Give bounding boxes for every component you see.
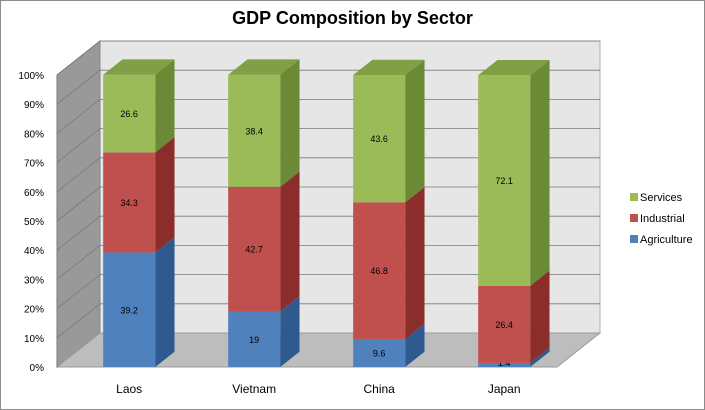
y-tick-label: 0% (30, 363, 45, 374)
bar-japan-services (478, 75, 531, 286)
data-label: 26.6 (120, 109, 138, 119)
gridline-side (56, 186, 101, 222)
bar-japan-agriculture (478, 362, 531, 367)
gridline-side (56, 245, 101, 280)
bar-japan-agriculture-side (530, 347, 550, 367)
gridline-side (56, 40, 101, 76)
gridline-side (56, 99, 101, 134)
data-label: 43.6 (370, 134, 388, 144)
legend-label-services: Services (640, 192, 683, 204)
data-label: 26.4 (495, 320, 513, 330)
bar-vietnam-industrial (228, 186, 281, 312)
x-tick-label: Vietnam (232, 382, 276, 396)
gridline-side (56, 128, 101, 163)
legend-label-industrial: Industrial (640, 213, 685, 225)
y-tick-label: 30% (24, 275, 44, 286)
bar-laos-services-top (103, 59, 175, 75)
bar-china-services-side (405, 59, 425, 203)
bar-laos-services-side (155, 59, 175, 153)
legend-swatch-services (630, 193, 638, 201)
bar-laos-services (103, 74, 156, 153)
bar-china-industrial-side (405, 187, 425, 339)
legend-label-agriculture: Agriculture (640, 234, 693, 246)
bar-china-services (353, 75, 406, 203)
bar-china-agriculture (353, 338, 406, 367)
data-label: 46.8 (370, 266, 388, 276)
data-label: 38.4 (245, 126, 263, 136)
bar-vietnam-industrial-side (280, 171, 300, 312)
data-label: 39.2 (120, 305, 138, 315)
chart-title: GDP Composition by Sector (232, 8, 473, 28)
bar-japan-industrial (478, 285, 531, 363)
bar-laos-agriculture (103, 252, 156, 367)
gridline-side (56, 274, 101, 309)
bar-vietnam-services (228, 74, 281, 187)
y-tick-label: 10% (24, 334, 44, 345)
bar-china-agriculture-side (405, 323, 425, 367)
data-label: 9.6 (373, 348, 386, 358)
legend-swatch-industrial (630, 214, 638, 222)
y-tick-label: 60% (24, 188, 44, 199)
bar-laos-industrial (103, 152, 156, 253)
bar-vietnam-agriculture (228, 311, 281, 367)
x-tick-label: China (363, 382, 395, 396)
x-tick-label: Japan (488, 382, 521, 396)
y-tick-label: 50% (24, 217, 44, 228)
data-label: 34.3 (120, 198, 138, 208)
bar-china-services-top (353, 59, 425, 75)
data-label: 72.1 (495, 176, 513, 186)
bar-laos-agriculture-side (155, 237, 175, 367)
bar-laos-industrial-side (155, 137, 175, 253)
gridline-side (56, 303, 101, 339)
bar-china-industrial (353, 202, 406, 339)
legend-swatch-agriculture (630, 235, 638, 243)
data-label: 1.4 (498, 358, 511, 368)
y-tick-label: 70% (24, 159, 44, 170)
data-label: 19 (249, 335, 259, 345)
gridline-side (56, 157, 101, 193)
bar-vietnam-services-top (228, 59, 300, 75)
y-tick-label: 40% (24, 246, 44, 257)
gridline-side (56, 69, 101, 105)
gridline-side (56, 215, 101, 251)
y-tick-label: 100% (18, 71, 44, 82)
y-tick-label: 90% (24, 100, 44, 111)
bar-japan-services-side (530, 59, 550, 286)
bar-vietnam-services-side (280, 59, 300, 187)
x-tick-label: Laos (116, 382, 142, 396)
y-tick-label: 20% (24, 305, 44, 316)
y-tick-label: 80% (24, 129, 44, 140)
bar-japan-services-top (478, 59, 550, 76)
data-label: 42.7 (245, 245, 263, 255)
bar-japan-industrial-side (530, 270, 550, 363)
bar-vietnam-agriculture-side (280, 296, 300, 367)
